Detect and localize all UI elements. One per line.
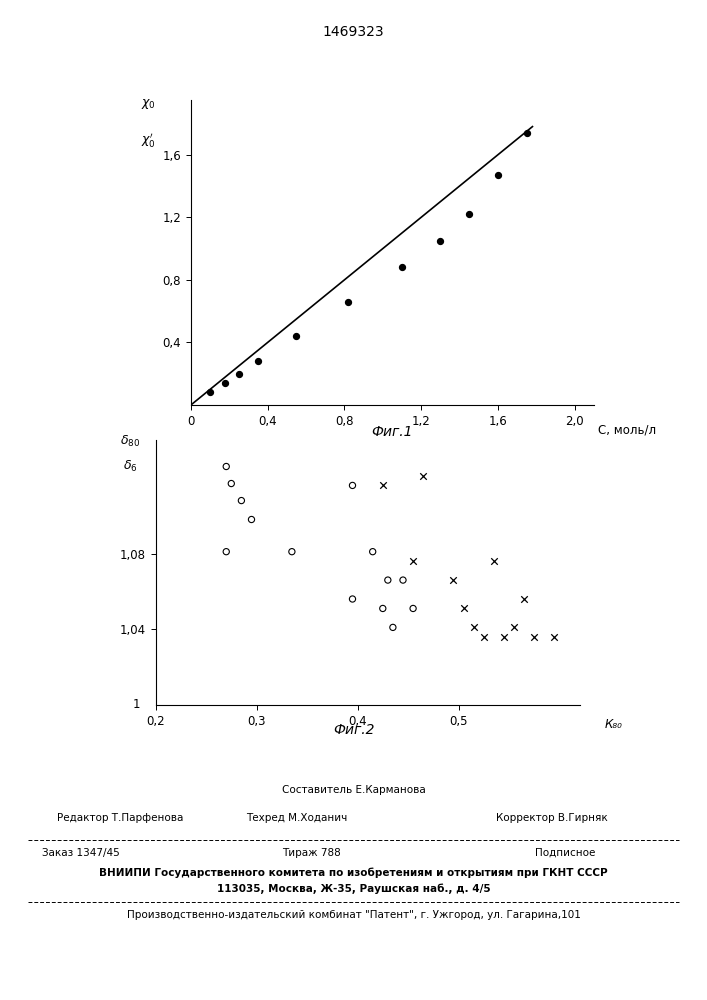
- Text: Техред М.Ходанич: Техред М.Ходанич: [246, 813, 348, 823]
- Point: [387, 619, 399, 635]
- Text: 1: 1: [133, 698, 141, 712]
- Point: [286, 544, 298, 560]
- Text: Производственно-издательский комбинат "Патент", г. Ужгород, ул. Гагарина,101: Производственно-издательский комбинат "П…: [127, 910, 580, 920]
- Point: [397, 572, 409, 588]
- Point: [549, 629, 560, 645]
- Text: $\chi_0$: $\chi_0$: [141, 97, 156, 111]
- Text: Заказ 1347/45: Заказ 1347/45: [42, 848, 120, 858]
- Point: [204, 384, 216, 400]
- Text: Фиг.2: Фиг.2: [333, 723, 374, 737]
- Point: [367, 544, 378, 560]
- Text: $\chi_0'$: $\chi_0'$: [141, 131, 156, 149]
- Text: Корректор В.Гирняк: Корректор В.Гирняк: [496, 813, 607, 823]
- Point: [377, 477, 388, 493]
- Text: ВНИИПИ Государственного комитета по изобретениям и открытиям при ГКНТ СССР: ВНИИПИ Государственного комитета по изоб…: [99, 867, 608, 878]
- Text: К₈₀: К₈₀: [605, 718, 623, 731]
- Point: [458, 600, 469, 616]
- Point: [291, 328, 302, 344]
- Text: Составитель Е.Карманова: Составитель Е.Карманова: [281, 785, 426, 795]
- Point: [347, 477, 358, 493]
- Point: [252, 353, 264, 369]
- Point: [521, 125, 532, 141]
- Text: C, моль/л: C, моль/л: [597, 424, 656, 437]
- Point: [235, 493, 247, 509]
- Point: [221, 458, 232, 475]
- Point: [407, 553, 419, 569]
- Point: [468, 619, 479, 635]
- Point: [435, 233, 446, 249]
- Point: [492, 167, 503, 183]
- Point: [489, 553, 500, 569]
- Text: Подписное: Подписное: [535, 848, 596, 858]
- Point: [246, 511, 257, 527]
- Point: [347, 591, 358, 607]
- Text: $\delta_6$: $\delta_6$: [123, 459, 138, 474]
- Text: $\delta_{80}$: $\delta_{80}$: [120, 434, 141, 449]
- Point: [418, 468, 429, 484]
- Point: [343, 294, 354, 310]
- Point: [226, 476, 237, 492]
- Text: Тираж 788: Тираж 788: [281, 848, 341, 858]
- Text: 113035, Москва, Ж-35, Раушская наб., д. 4/5: 113035, Москва, Ж-35, Раушская наб., д. …: [216, 884, 491, 894]
- Point: [529, 629, 540, 645]
- Point: [448, 572, 459, 588]
- Point: [498, 629, 510, 645]
- Point: [377, 600, 388, 616]
- Point: [397, 259, 408, 275]
- Point: [382, 572, 394, 588]
- Point: [508, 619, 520, 635]
- Point: [221, 544, 232, 560]
- Point: [518, 591, 530, 607]
- Point: [464, 206, 475, 222]
- Point: [233, 366, 245, 382]
- Point: [478, 629, 489, 645]
- Text: 1469323: 1469323: [322, 25, 385, 39]
- Text: Фиг.1: Фиг.1: [372, 425, 413, 439]
- Point: [407, 600, 419, 616]
- Point: [220, 375, 231, 391]
- Text: Редактор Т.Парфенова: Редактор Т.Парфенова: [57, 813, 183, 823]
